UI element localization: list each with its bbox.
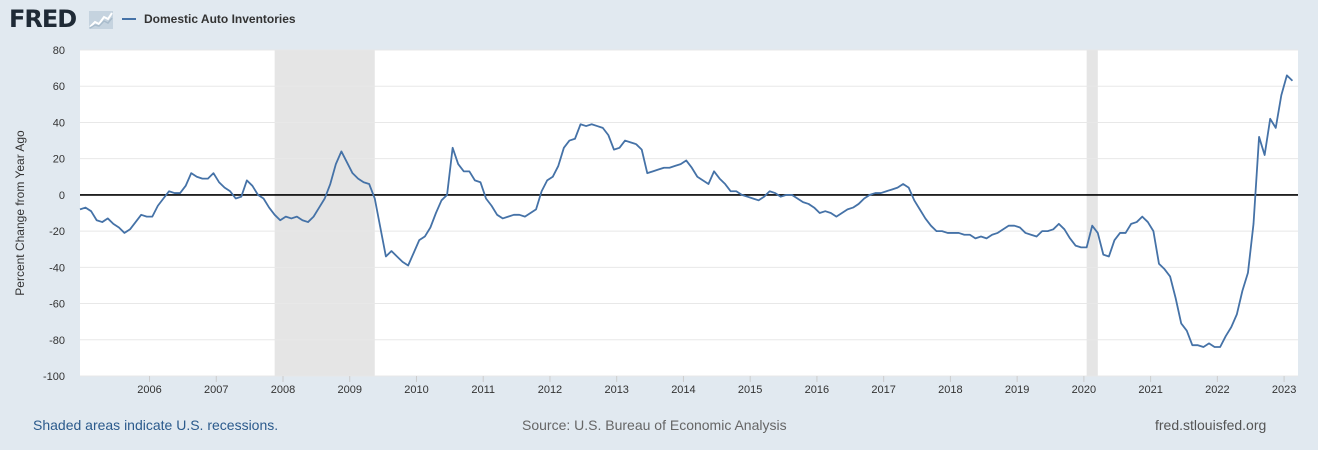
x-tick-label: 2017 <box>871 384 895 396</box>
x-tick-label: 2012 <box>538 384 562 396</box>
x-tick-label: 2016 <box>805 384 829 396</box>
x-axis-ticks: 2006 2007 2008 2009 2010 2011 2012 2013 2014 2015… <box>137 376 1296 396</box>
y-tick-label: -60 <box>49 299 65 311</box>
x-tick-label: 2011 <box>471 384 495 396</box>
x-tick-label: 2010 <box>404 384 428 396</box>
y-tick-label: 40 <box>53 117 65 129</box>
x-tick-label: 2015 <box>738 384 762 396</box>
series-line-domestic-auto-inventories[interactable] <box>79 74 1294 348</box>
x-tick-label: 2009 <box>337 384 361 396</box>
legend-label: Domestic Auto Inventories <box>144 12 296 26</box>
y-tick-label: -20 <box>49 226 65 238</box>
fred-url[interactable]: fred.stlouisfed.org <box>1155 417 1267 433</box>
recession-band-2 <box>1086 50 1098 376</box>
x-tick-label: 2023 <box>1272 384 1296 396</box>
y-tick-label: 20 <box>53 154 65 166</box>
chart-legend[interactable]: Domestic Auto Inventories <box>122 12 296 26</box>
chart-header: FRED Domestic Auto Inventories <box>0 0 1318 40</box>
x-tick-label: 2020 <box>1072 384 1096 396</box>
plot-area <box>80 50 1298 376</box>
x-tick-label: 2018 <box>938 384 962 396</box>
source-note: Source: U.S. Bureau of Economic Analysis <box>522 417 787 433</box>
x-tick-label: 2021 <box>1138 384 1162 396</box>
x-tick-label: 2022 <box>1205 384 1229 396</box>
fred-logo[interactable]: FRED <box>9 5 77 33</box>
recession-shading <box>274 50 1098 376</box>
y-tick-label: -40 <box>49 262 65 274</box>
recession-note: Shaded areas indicate U.S. recessions. <box>33 417 279 433</box>
x-tick-label: 2013 <box>604 384 628 396</box>
x-tick-label: 2019 <box>1005 384 1029 396</box>
y-tick-label: 60 <box>53 81 65 93</box>
x-tick-label: 2008 <box>271 384 295 396</box>
legend-swatch <box>122 18 136 20</box>
y-tick-label: 80 <box>53 45 65 57</box>
fred-logo-graph-icon <box>89 11 113 29</box>
y-tick-label: 0 <box>59 190 65 202</box>
recession-band-1 <box>274 50 375 376</box>
y-axis-label: Percent Change from Year Ago <box>13 130 27 296</box>
x-tick-label: 2007 <box>204 384 228 396</box>
y-tick-label: -80 <box>49 335 65 347</box>
y-axis-ticks: 80 60 40 20 0 -20 -40 -60 -80 -100 <box>43 45 65 383</box>
x-tick-label: 2006 <box>137 384 161 396</box>
x-tick-label: 2014 <box>671 384 695 396</box>
y-tick-label: -100 <box>43 371 65 383</box>
